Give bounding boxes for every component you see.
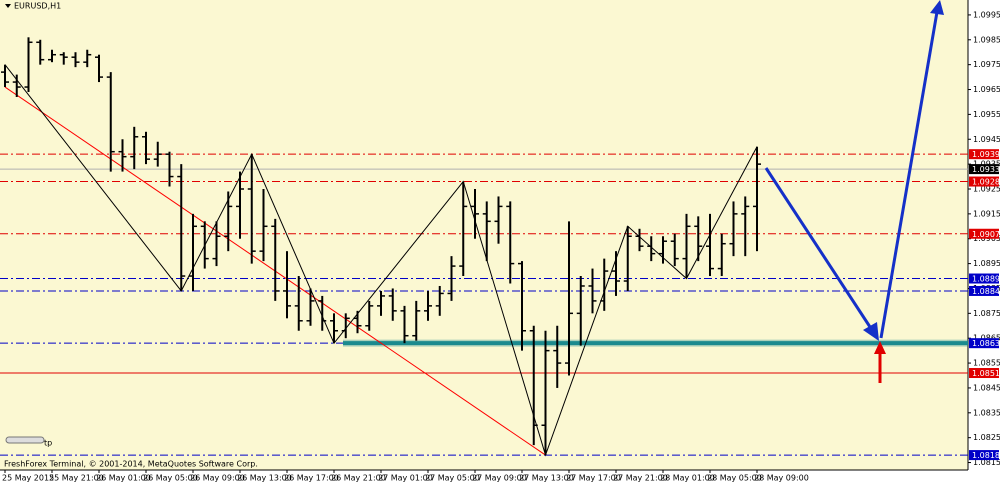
y-tick-label: 1.0835 bbox=[973, 408, 1000, 417]
x-tick-label: 26 May 05:00 bbox=[143, 474, 198, 483]
x-tick-label: 26 May 01:00 bbox=[96, 474, 151, 483]
marks: 1.0995 1.0985 1.0975 1.0965 1.0955 1.0945 1.09… bbox=[0, 10, 1000, 483]
y-tick-label: 1.0965 bbox=[973, 85, 1000, 94]
x-tick-label: 28 May 01:00 bbox=[660, 474, 715, 483]
footer: FreshForex Terminal, © 2001-2014, MetaQu… bbox=[4, 460, 258, 469]
x-tick-label: 27 May 17:00 bbox=[566, 474, 621, 483]
arrow bbox=[879, 11, 939, 339]
level-label: 1.0928 bbox=[972, 178, 1000, 187]
level-label-box bbox=[969, 176, 999, 187]
level-label: 1.0939 bbox=[972, 150, 1000, 159]
y-tick-label: 1.0875 bbox=[973, 309, 1000, 318]
price-axis bbox=[968, 0, 1000, 485]
level-label: 1.0863 bbox=[972, 339, 1000, 348]
y-tick-label: 1.0995 bbox=[973, 10, 1000, 19]
y-tick-label: 1.0925 bbox=[973, 184, 1000, 193]
x-tick-label: 26 May 17:00 bbox=[284, 474, 339, 483]
x-tick-label: 25 May 21:00 bbox=[49, 474, 104, 483]
arrow bbox=[764, 167, 874, 331]
time-axis bbox=[0, 470, 968, 485]
y-tick-label: 1.0915 bbox=[973, 209, 1000, 218]
x-tick-label: 27 May 21:00 bbox=[613, 474, 668, 483]
x-tick-label: 26 May 21:00 bbox=[331, 474, 386, 483]
x-tick-label: 26 May 13:00 bbox=[237, 474, 292, 483]
x-tick-label: 27 May 09:00 bbox=[472, 474, 527, 483]
y-tick-label: 1.0895 bbox=[973, 259, 1000, 268]
level-label: 1.0907 bbox=[972, 230, 1000, 239]
level-label-box bbox=[969, 149, 999, 160]
forecast-arrows bbox=[764, 0, 944, 383]
x-tick-label: 28 May 05:00 bbox=[707, 474, 762, 483]
y-tick-label: 1.0985 bbox=[973, 35, 1000, 44]
level-label: 1.0889 bbox=[972, 275, 1000, 284]
level-label-box bbox=[969, 164, 999, 175]
arrow-head bbox=[930, 0, 944, 15]
y-tick-label: 1.0955 bbox=[973, 110, 1000, 119]
arrow-head bbox=[863, 322, 879, 341]
x-tick-label: 26 May 09:00 bbox=[190, 474, 245, 483]
widget[interactable] bbox=[5, 436, 45, 444]
level-label: 1.0818 bbox=[972, 451, 1000, 460]
chart-title: EURUSD,H1 bbox=[14, 2, 61, 11]
tp-label: tp bbox=[44, 439, 52, 448]
level-label-box bbox=[969, 228, 999, 239]
x-tick-label: 25 May 2015 bbox=[2, 474, 54, 483]
level-label-box bbox=[969, 450, 999, 461]
x-tick-label: 27 May 13:00 bbox=[519, 474, 574, 483]
zigzag bbox=[4, 64, 758, 457]
y-tick-label: 1.0855 bbox=[973, 359, 1000, 368]
level-label: 1.0851 bbox=[972, 369, 1000, 378]
plot-area bbox=[0, 0, 968, 470]
x-tick-label: 27 May 05:00 bbox=[425, 474, 480, 483]
level-label-box bbox=[969, 273, 999, 284]
x-tick-label: 28 May 09:00 bbox=[754, 474, 809, 483]
level-label-box bbox=[969, 368, 999, 379]
y-tick-label: 1.0815 bbox=[973, 458, 1000, 467]
y-tick-label: 1.0825 bbox=[973, 433, 1000, 442]
symbol-icon bbox=[5, 4, 11, 8]
arrow-head bbox=[874, 341, 886, 354]
x-tick-label: 27 May 01:00 bbox=[378, 474, 433, 483]
level-label-box bbox=[969, 285, 999, 296]
level-label: 1.0884 bbox=[972, 287, 1000, 296]
y-tick-label: 1.0945 bbox=[973, 135, 1000, 144]
y-tick-label: 1.0975 bbox=[973, 60, 1000, 69]
y-tick-label: 1.0845 bbox=[973, 383, 1000, 392]
level-label-box bbox=[969, 338, 999, 349]
level-label: 1.0933 bbox=[972, 165, 1000, 174]
